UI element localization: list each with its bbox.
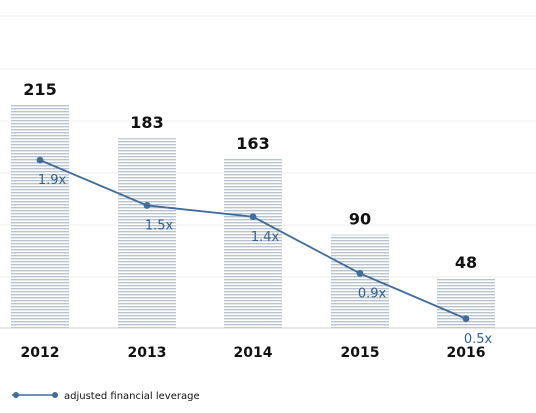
legend: adjusted financial leverage: [12, 391, 200, 402]
labels: 215 2012 183 2013 163 2014 90 2015 48 2016 1.9x 1.5…: [21, 80, 493, 361]
leverage-point: [462, 315, 470, 323]
x-tick-label: 2016: [447, 345, 486, 361]
x-tick-label: 2015: [341, 345, 380, 361]
bar-value-label: 183: [130, 113, 163, 132]
legend-label: adjusted financial leverage: [64, 391, 200, 402]
leverage-point: [143, 202, 151, 209]
bar-value-label: 48: [455, 253, 477, 272]
bar-value-label: 163: [236, 134, 269, 153]
leverage-value-label: 1.4x: [251, 230, 280, 245]
leverage-point: [36, 156, 44, 164]
bar-value-label: 215: [23, 80, 56, 99]
x-tick-label: 2014: [234, 345, 273, 361]
bar-2014: [224, 158, 282, 328]
leverage-value-label: 1.5x: [145, 218, 174, 233]
x-tick-label: 2012: [21, 345, 60, 361]
x-tick-label: 2013: [128, 345, 167, 361]
bar-2013: [118, 138, 176, 328]
legend-marker-left: [13, 392, 19, 398]
leverage-point: [356, 270, 364, 277]
leverage-value-label: 0.5x: [464, 332, 493, 347]
bar-2012: [11, 105, 69, 328]
bar-value-label: 90: [349, 210, 371, 229]
leverage-value-label: 1.9x: [38, 173, 67, 188]
legend-marker-right: [52, 392, 58, 398]
leverage-point: [249, 213, 257, 221]
leverage-line: [36, 156, 470, 323]
leverage-value-label: 0.9x: [358, 286, 387, 301]
